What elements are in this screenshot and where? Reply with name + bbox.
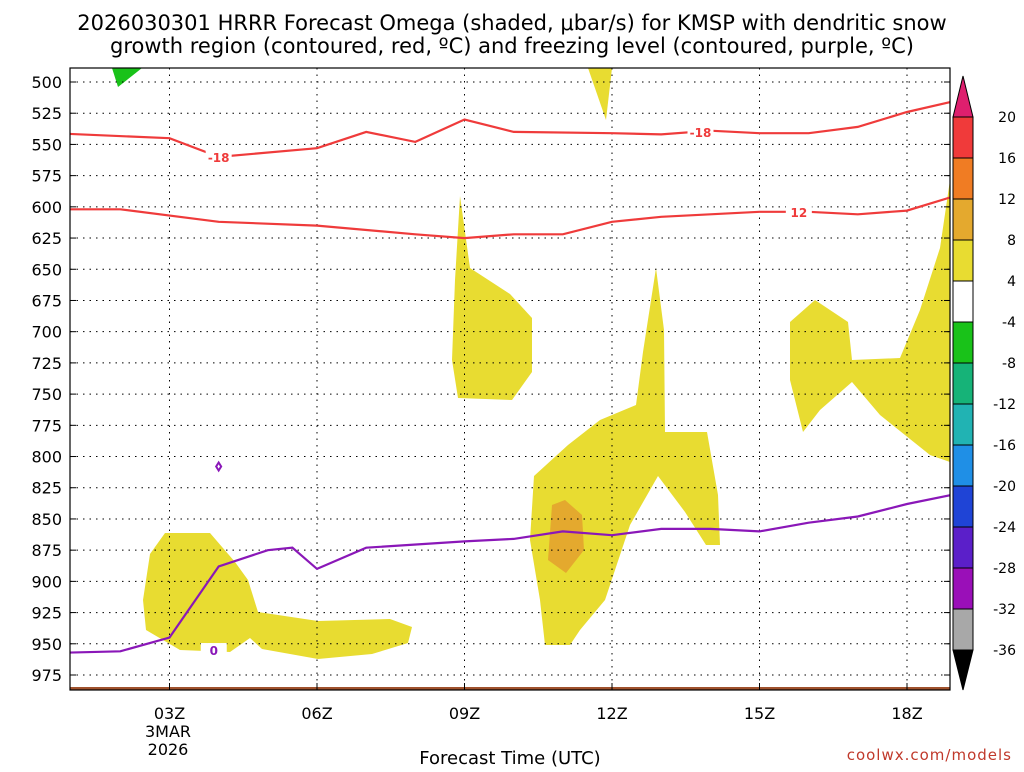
colorbar-label: -4 (1002, 315, 1016, 331)
colorbar-label: -16 (993, 438, 1016, 454)
colorbar-segment (952, 198, 974, 241)
y-tick-label: 850 (31, 510, 62, 529)
contour-label-bg (785, 204, 812, 219)
contour-dgz_minus18 (70, 100, 950, 159)
y-tick-label: 975 (31, 666, 62, 685)
colorbar-segment (952, 362, 974, 405)
colorbar-segment (952, 239, 974, 282)
colorbar-segment (952, 280, 974, 323)
contour-label: -18 (690, 126, 712, 140)
colorbar-segment (952, 157, 974, 200)
colorbar-label: -12 (993, 397, 1016, 413)
date-label-1: 3MAR (145, 722, 191, 741)
colorbar-segment (952, 485, 974, 528)
x-axis-label: Forecast Time (UTC) (419, 748, 600, 768)
y-axis: 500 525 550 575 600 625 650 675 700 725 750 775 800 8… (31, 73, 950, 685)
y-tick-label: 775 (31, 416, 62, 435)
colorbar-segment (952, 526, 974, 569)
colorbar-label: -32 (993, 602, 1016, 618)
x-tick-label: 09Z (449, 704, 480, 723)
omega-region-top-green (112, 68, 142, 87)
y-tick-label: 625 (31, 229, 62, 248)
colorbar-segment (952, 444, 974, 487)
contours: -18 -18 12 0 (70, 100, 950, 658)
y-tick-label: 800 (31, 448, 62, 467)
y-tick-label: 725 (31, 354, 62, 373)
colorbar-label: -8 (1002, 356, 1016, 372)
y-tick-label: 875 (31, 541, 62, 560)
omega-region-orange-11z (548, 500, 584, 573)
x-tick-label: 12Z (596, 704, 627, 723)
colorbar-segment (952, 567, 974, 610)
y-tick-label: 550 (31, 135, 62, 154)
colorbar-label: -24 (993, 520, 1016, 536)
contour-dgz_minus12 (70, 196, 950, 240)
colorbar-label: 16 (998, 151, 1016, 167)
y-tick-label: 750 (31, 385, 62, 404)
contour-label: 0 (210, 644, 218, 658)
y-tick-label: 825 (31, 479, 62, 498)
colorbar-label: -28 (993, 561, 1016, 577)
chart-title-line1: 2026030301 HRRR Forecast Omega (shaded, … (77, 11, 946, 35)
colorbar-segment (952, 321, 974, 364)
plot-border (69, 67, 951, 691)
contour-label-bg (687, 124, 714, 139)
colorbar-label: 12 (998, 192, 1016, 208)
y-tick-label: 525 (31, 104, 62, 123)
contour-label: 12 (790, 206, 807, 220)
y-tick-label: 600 (31, 198, 62, 217)
x-tick-label: 03Z (154, 704, 185, 723)
colorbar-segment (952, 116, 974, 159)
y-tick-label: 900 (31, 572, 62, 591)
x-axis: 03Z 06Z 09Z 12Z 15Z 18Z (154, 683, 923, 723)
date-label-2: 2026 (148, 740, 189, 759)
y-tick-label: 575 (31, 167, 62, 186)
terrain-strip (70, 687, 950, 690)
colorbar-label: -20 (993, 479, 1016, 495)
contour-label-bg (200, 643, 227, 658)
y-tick-label: 700 (31, 323, 62, 342)
x-tick-label: 18Z (891, 704, 922, 723)
contour-freezing_blob (214, 460, 223, 473)
omega-region-yellow-03z (143, 533, 412, 659)
colorbar-label: 20 (998, 110, 1016, 126)
y-tick-label: 500 (31, 73, 62, 92)
omega-region-top-yellow-12z (588, 68, 612, 120)
contour-label-bg (205, 149, 232, 164)
colorbar-segment (952, 608, 974, 651)
colorbar-label: -36 (993, 643, 1016, 659)
credit-text: coolwx.com/models (847, 746, 1012, 764)
colorbar-label: 4 (1007, 274, 1016, 290)
x-tick-label: 15Z (744, 704, 775, 723)
colorbar-top-arrow (952, 75, 974, 118)
contour-label: -18 (208, 151, 230, 165)
y-tick-label: 925 (31, 604, 62, 623)
y-tick-label: 950 (31, 635, 62, 654)
omega-region-yellow-09z (452, 196, 532, 400)
colorbar: 20 16 12 8 4 -4 -8 -12 -16 -20 -24 -28 -32 -36 (952, 75, 1016, 691)
y-tick-label: 650 (31, 260, 62, 279)
colorbar-label: 8 (1007, 233, 1016, 249)
y-tick-label: 675 (31, 291, 62, 310)
chart-title-line2: growth region (contoured, red, ºC) and f… (110, 34, 914, 58)
colorbar-bottom-arrow (952, 649, 974, 691)
contour-freezing_level (70, 494, 950, 654)
colorbar-segment (952, 403, 974, 446)
omega-region-yellow-16z (790, 180, 950, 462)
x-tick-label: 06Z (301, 704, 332, 723)
